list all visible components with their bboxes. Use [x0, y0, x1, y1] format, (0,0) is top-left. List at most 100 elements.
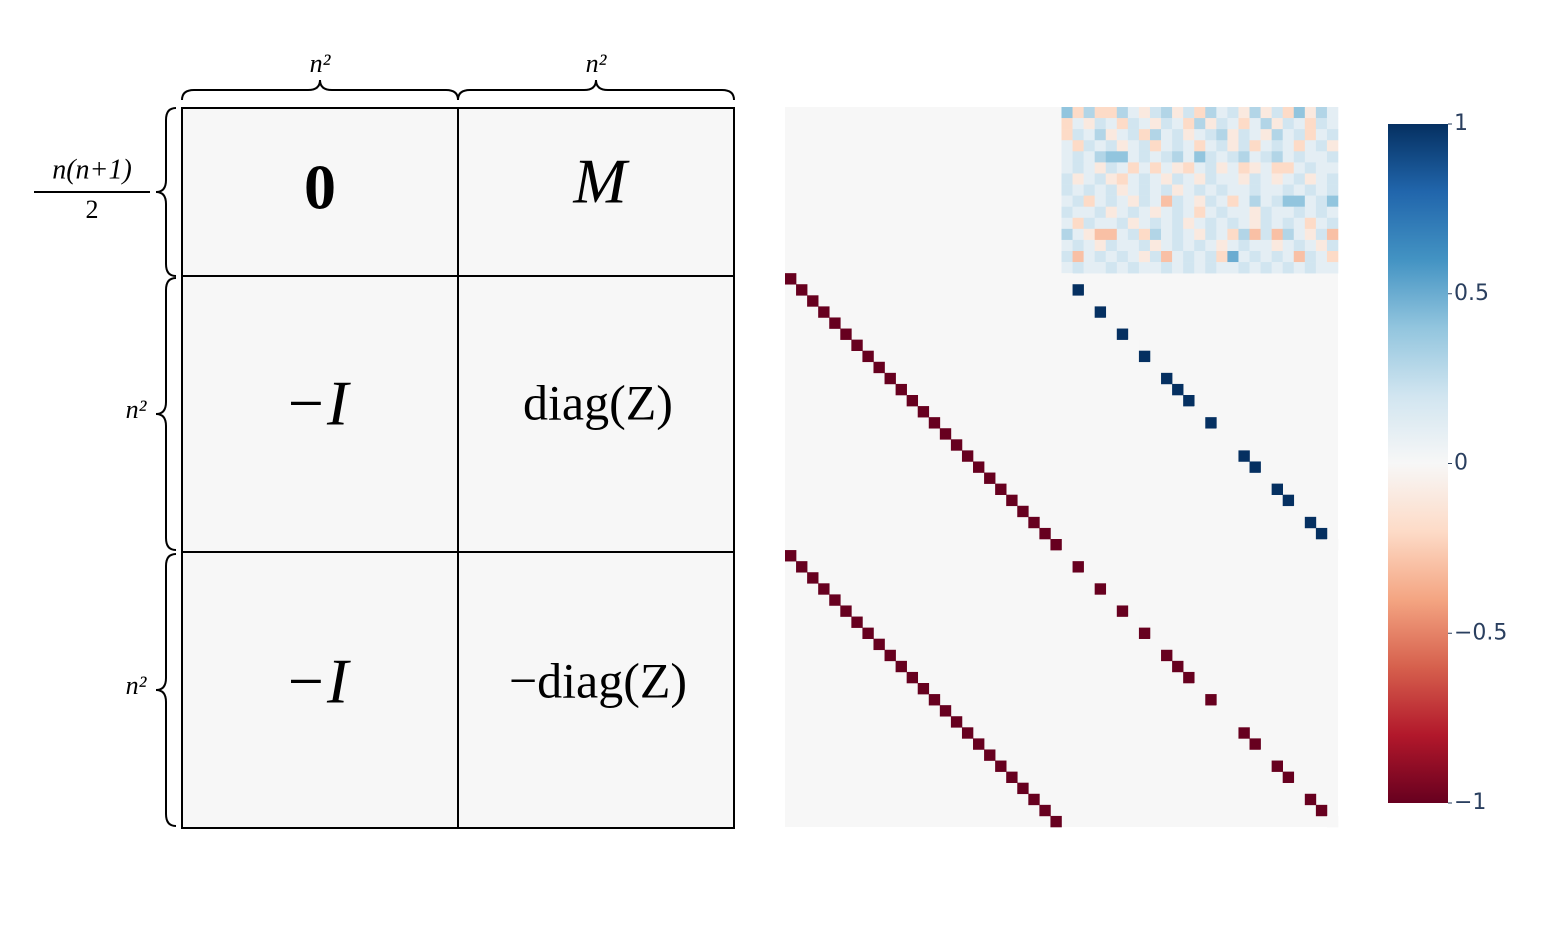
heatmap-cell [1194, 251, 1206, 263]
heatmap-cell [1304, 217, 1317, 230]
heatmap-cell [1094, 162, 1107, 174]
heatmap-cell [1050, 815, 1062, 828]
heatmap-cell [1172, 151, 1184, 163]
heatmap-cell [1249, 738, 1261, 750]
heatmap-cell [1315, 140, 1328, 152]
heatmap-cell [1194, 118, 1206, 130]
heatmap-cell [1083, 195, 1095, 207]
heatmap-cell [1205, 195, 1217, 207]
heatmap-cell [1315, 251, 1328, 263]
row-label: n² [126, 395, 148, 424]
brace [457, 79, 735, 101]
heatmap-cell [1216, 239, 1228, 252]
heatmap-cell [1161, 239, 1173, 252]
heatmap-cell [1282, 228, 1295, 241]
heatmap-cell [1094, 151, 1107, 163]
row-label-numerator: n(n+1) [52, 154, 132, 185]
heatmap-cell [1326, 107, 1339, 119]
heatmap-cell [1061, 195, 1073, 207]
heatmap-cell [1293, 184, 1306, 196]
heatmap-cell [1260, 129, 1272, 141]
heatmap-cell [1216, 705, 1228, 717]
heatmap-cell [1138, 228, 1151, 241]
colorbar-tick-label: 0.5 [1454, 281, 1489, 306]
heatmap-cell [1127, 616, 1140, 628]
heatmap-cell [1105, 239, 1118, 252]
heatmap-cell [1227, 217, 1239, 230]
heatmap-cell [1083, 239, 1095, 252]
braces [34, 79, 735, 827]
heatmap-cell [1304, 516, 1317, 529]
heatmap-cell [1127, 251, 1140, 263]
heatmap-cell [973, 738, 985, 750]
heatmap-cell [1061, 228, 1073, 241]
heatmap-cell [1304, 793, 1317, 806]
heatmap-cell [1138, 251, 1151, 263]
heatmap-cell [1061, 273, 1073, 285]
heatmap-cell [1127, 262, 1140, 274]
heatmap-cell [1260, 228, 1272, 241]
heatmap-cell [1149, 217, 1162, 230]
heatmap-cell [1260, 107, 1272, 119]
heatmap-cell [1216, 140, 1228, 152]
cell-label: M [572, 146, 630, 217]
heatmap-cell [1116, 228, 1129, 241]
heatmap-cell [1271, 107, 1283, 119]
heatmap-cell [1105, 251, 1118, 263]
heatmap-cell [1094, 184, 1107, 196]
heatmap-cell [1326, 162, 1339, 174]
heatmap-cell [1315, 262, 1328, 274]
heatmap-cell [1326, 815, 1339, 828]
heatmap-cell [1238, 173, 1250, 185]
heatmap-cell [1282, 129, 1295, 141]
heatmap-cell [1072, 206, 1084, 219]
heatmap-cell [1072, 239, 1084, 252]
heatmap-cell [1205, 184, 1217, 196]
heatmap-cell [1172, 184, 1184, 196]
heatmap-cell [1249, 262, 1261, 274]
heatmap-cell [1238, 251, 1250, 263]
cell-label: 0 [304, 152, 336, 223]
heatmap-cell [1216, 195, 1228, 207]
heatmap-cell [1083, 151, 1095, 163]
heatmap-cell [884, 372, 896, 385]
heatmap-cell [1216, 217, 1228, 230]
heatmap-cell [829, 594, 841, 606]
heatmap-cell [895, 383, 907, 396]
heatmap-cell [1161, 162, 1173, 174]
heatmap-cell [818, 306, 830, 318]
heatmap-cell [1227, 262, 1239, 274]
heatmap-cell [1149, 162, 1162, 174]
heatmap-cell [1227, 206, 1239, 219]
heatmap-cell [829, 317, 841, 329]
heatmap-cell [1138, 151, 1151, 163]
heatmap-cell [1271, 162, 1283, 174]
heatmap-cell [1238, 727, 1250, 739]
heatmap-cell [851, 339, 863, 351]
heatmap-cell [840, 605, 852, 617]
heatmap-cell [1116, 605, 1129, 617]
heatmap-cell [1260, 217, 1272, 230]
heatmap-cell [1271, 483, 1283, 495]
heatmap-cell [1326, 228, 1339, 241]
heatmap-cell [1227, 162, 1239, 174]
heatmap-cell [1282, 771, 1295, 783]
heatmap-cell [1282, 494, 1295, 507]
heatmap-cell [1116, 173, 1129, 185]
heatmap-cell [906, 671, 919, 684]
heatmap-cell [1116, 162, 1129, 174]
heatmap-cell [1315, 239, 1328, 252]
heatmap-cell [1161, 129, 1173, 141]
heatmap-cell [1006, 494, 1018, 507]
heatmap-cell [1083, 572, 1095, 584]
heatmap-cell [1238, 262, 1250, 274]
heatmap-cell [1161, 151, 1173, 163]
heatmap-cell [1205, 140, 1217, 152]
heatmap-cell [1271, 206, 1283, 219]
heatmap-cell [1061, 550, 1073, 562]
heatmap-cell [1282, 140, 1295, 152]
heatmap-cell [1149, 107, 1162, 119]
heatmap-cell [1293, 162, 1306, 174]
heatmap-cell [1149, 151, 1162, 163]
heatmap-cell [1315, 107, 1328, 119]
